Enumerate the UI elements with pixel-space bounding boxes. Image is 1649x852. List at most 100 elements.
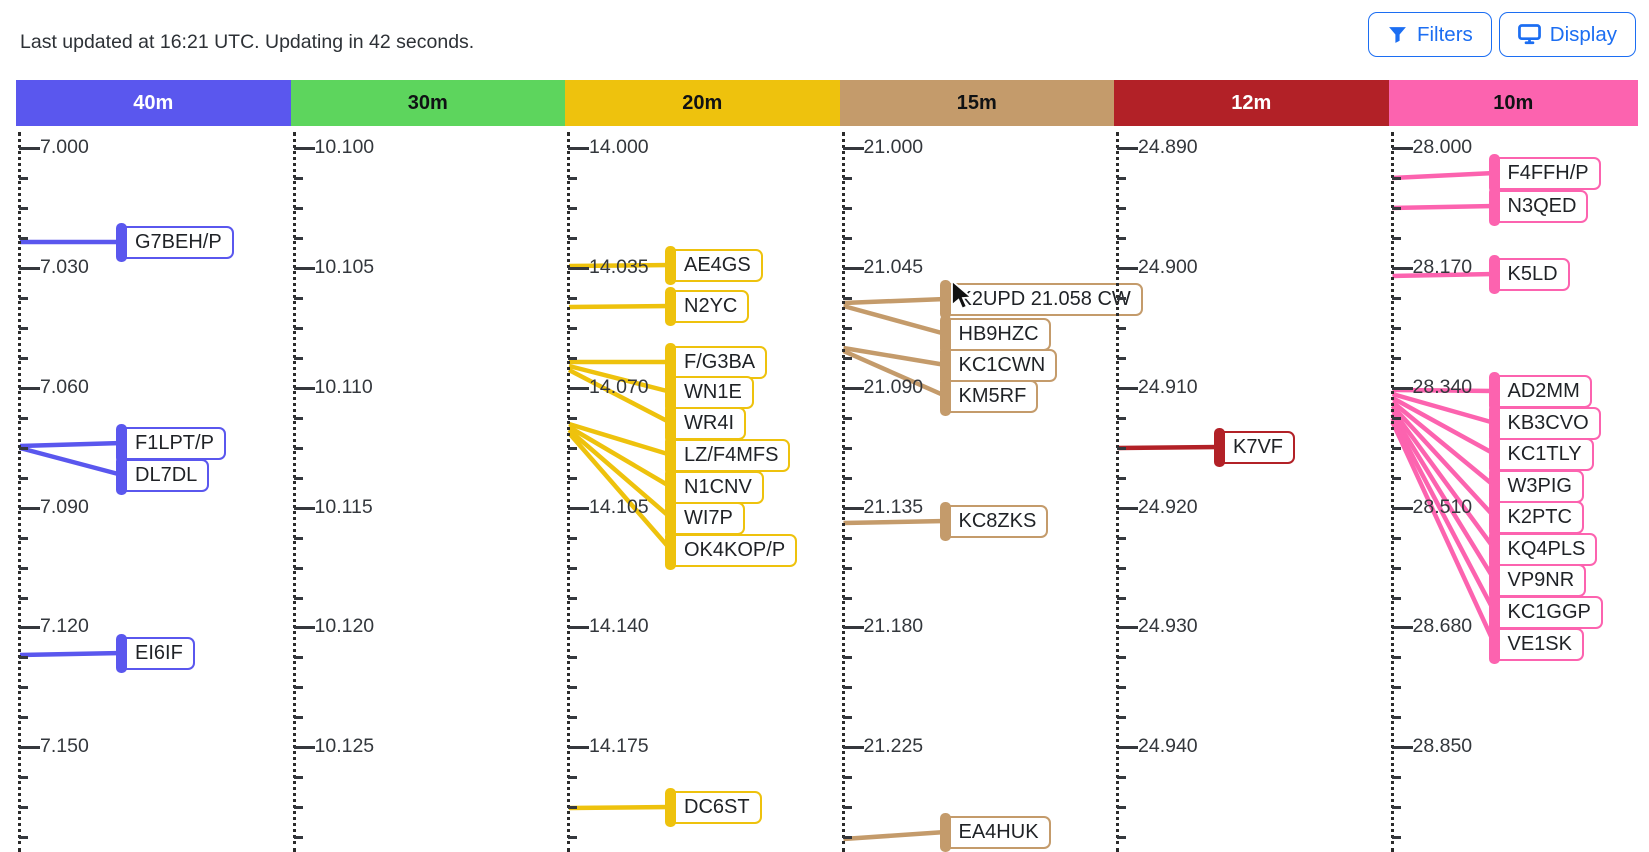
spot-label-HB9HZC[interactable]: HB9HZC — [939, 315, 1051, 354]
spot-label-EA4HUK[interactable]: EA4HUK — [939, 813, 1051, 852]
minor-tick — [842, 297, 852, 300]
spot-accent-bar — [939, 315, 951, 354]
spot-label-K7VF[interactable]: K7VF — [1214, 428, 1296, 467]
display-monitor-icon — [1517, 24, 1541, 45]
spot-label-K2UPD[interactable]: K2UPD 21.058 CW — [939, 280, 1143, 319]
spot-label-K2PTC[interactable]: K2PTC — [1488, 498, 1584, 537]
major-tick — [19, 147, 40, 150]
spot-label-KB3CVO[interactable]: KB3CVO — [1488, 404, 1601, 443]
frequency-tick-label: 14.000 — [589, 136, 649, 158]
spot-label-KC1TLY[interactable]: KC1TLY — [1488, 435, 1594, 474]
frequency-tick-label: 14.105 — [589, 496, 649, 518]
frequency-tick-label: 28.000 — [1412, 136, 1473, 158]
spot-label-WN1E[interactable]: WN1E — [665, 373, 754, 412]
minor-tick — [19, 716, 28, 719]
spot-label-AD2MM[interactable]: AD2MM — [1488, 372, 1592, 411]
spot-label-KC8ZKS[interactable]: KC8ZKS — [939, 502, 1049, 541]
minor-tick — [568, 417, 577, 420]
spot-label-WR4I[interactable]: WR4I — [665, 404, 746, 443]
spot-label-N2YC[interactable]: N2YC — [665, 287, 750, 326]
minor-tick — [293, 417, 303, 420]
spot-label-F4FFH/P[interactable]: F4FFH/P — [1488, 154, 1601, 193]
spot-label-G7BEH/P[interactable]: G7BEH/P — [116, 223, 234, 262]
spot-callsign: AD2MM — [1507, 380, 1580, 402]
minor-tick — [1391, 477, 1401, 480]
major-tick — [293, 147, 315, 150]
spot-label-F/G3BA[interactable]: F/G3BA — [665, 343, 768, 382]
spot-callsign: KM5RF — [958, 385, 1027, 407]
minor-tick — [842, 656, 852, 659]
minor-tick — [1117, 597, 1126, 600]
band-header-15m: 15m — [839, 80, 1114, 126]
minor-tick — [1391, 417, 1401, 420]
minor-tick — [1391, 237, 1401, 240]
minor-tick — [1391, 297, 1401, 300]
spot-line-KC8ZKS — [843, 518, 946, 526]
frequency-axis-15m — [841, 132, 845, 852]
minor-tick — [293, 567, 303, 570]
filters-button[interactable]: Filters — [1367, 12, 1492, 57]
minor-tick — [842, 237, 852, 240]
spot-callsign: EI6IF — [135, 642, 183, 664]
filter-funnel-icon — [1387, 24, 1408, 45]
spot-line-KC1TLY — [1391, 396, 1496, 456]
spot-line-F4FFH/P — [1392, 170, 1495, 181]
spot-label-VP9NR[interactable]: VP9NR — [1488, 561, 1587, 600]
major-tick — [19, 746, 40, 749]
spot-label-EI6IF[interactable]: EI6IF — [116, 634, 195, 673]
spot-label-DC6ST[interactable]: DC6ST — [665, 788, 762, 827]
minor-tick — [1391, 327, 1401, 330]
minor-tick — [1117, 417, 1126, 420]
major-tick — [1391, 626, 1413, 629]
major-tick — [842, 746, 864, 749]
minor-tick — [19, 417, 28, 420]
major-tick — [568, 746, 589, 749]
spot-label-OK4KOP/P[interactable]: OK4KOP/P — [665, 531, 798, 570]
frequency-axis-12m — [1116, 132, 1119, 852]
major-tick — [842, 147, 864, 150]
major-tick — [293, 626, 315, 629]
filters-button-label: Filters — [1416, 22, 1473, 46]
spot-accent-bar — [1488, 154, 1500, 193]
frequency-tick-label: 28.340 — [1412, 376, 1473, 398]
spot-label-KC1GGP[interactable]: KC1GGP — [1488, 593, 1603, 632]
spot-label-AE4GS[interactable]: AE4GS — [665, 246, 763, 285]
minor-tick — [1117, 177, 1126, 180]
minor-tick — [1117, 836, 1126, 839]
display-button[interactable]: Display — [1498, 12, 1636, 57]
spot-label-W3PIG[interactable]: W3PIG — [1488, 467, 1584, 506]
spot-label-DL7DL[interactable]: DL7DL — [116, 456, 210, 495]
spot-label-LZ/F4MFS[interactable]: LZ/F4MFS — [665, 436, 791, 475]
spot-line-KQ4PLS — [1390, 408, 1497, 551]
spot-line-OK4KOP/P — [567, 431, 673, 552]
spot-accent-bar — [116, 223, 127, 262]
spot-accent-bar — [939, 280, 951, 319]
spot-callsign: VP9NR — [1507, 569, 1575, 591]
spot-label-K5LD[interactable]: K5LD — [1488, 255, 1570, 294]
minor-tick — [19, 207, 28, 210]
frequency-tick-label: 10.125 — [314, 735, 375, 757]
spot-label-KM5RF[interactable]: KM5RF — [939, 377, 1039, 416]
major-tick — [1117, 746, 1138, 749]
band-header-label: 10m — [1493, 91, 1534, 114]
major-tick — [842, 507, 864, 510]
spot-label-KQ4PLS[interactable]: KQ4PLS — [1488, 530, 1598, 569]
spot-line-EA4HUK — [843, 829, 946, 842]
frequency-tick-label: 21.135 — [863, 496, 924, 518]
frequency-tick-label: 10.100 — [314, 136, 375, 158]
spot-callsign: F1LPT/P — [135, 432, 214, 454]
spot-line-N2YC — [568, 303, 672, 310]
minor-tick — [293, 477, 303, 480]
spot-line-DC6ST — [568, 804, 672, 811]
spot-label-N3QED[interactable]: N3QED — [1488, 187, 1589, 226]
major-tick — [1117, 387, 1138, 390]
spot-label-WI7P[interactable]: WI7P — [665, 499, 745, 538]
spot-label-N1CNV[interactable]: N1CNV — [665, 468, 764, 507]
spot-label-VE1SK[interactable]: VE1SK — [1488, 625, 1584, 664]
spot-label-F1LPT/P[interactable]: F1LPT/P — [116, 424, 226, 463]
band-header-label: 20m — [682, 91, 723, 114]
minor-tick — [19, 567, 28, 570]
spot-callsign: KC1GGP — [1507, 601, 1591, 623]
major-tick — [1391, 507, 1413, 510]
spot-label-KC1CWN[interactable]: KC1CWN — [939, 346, 1058, 385]
